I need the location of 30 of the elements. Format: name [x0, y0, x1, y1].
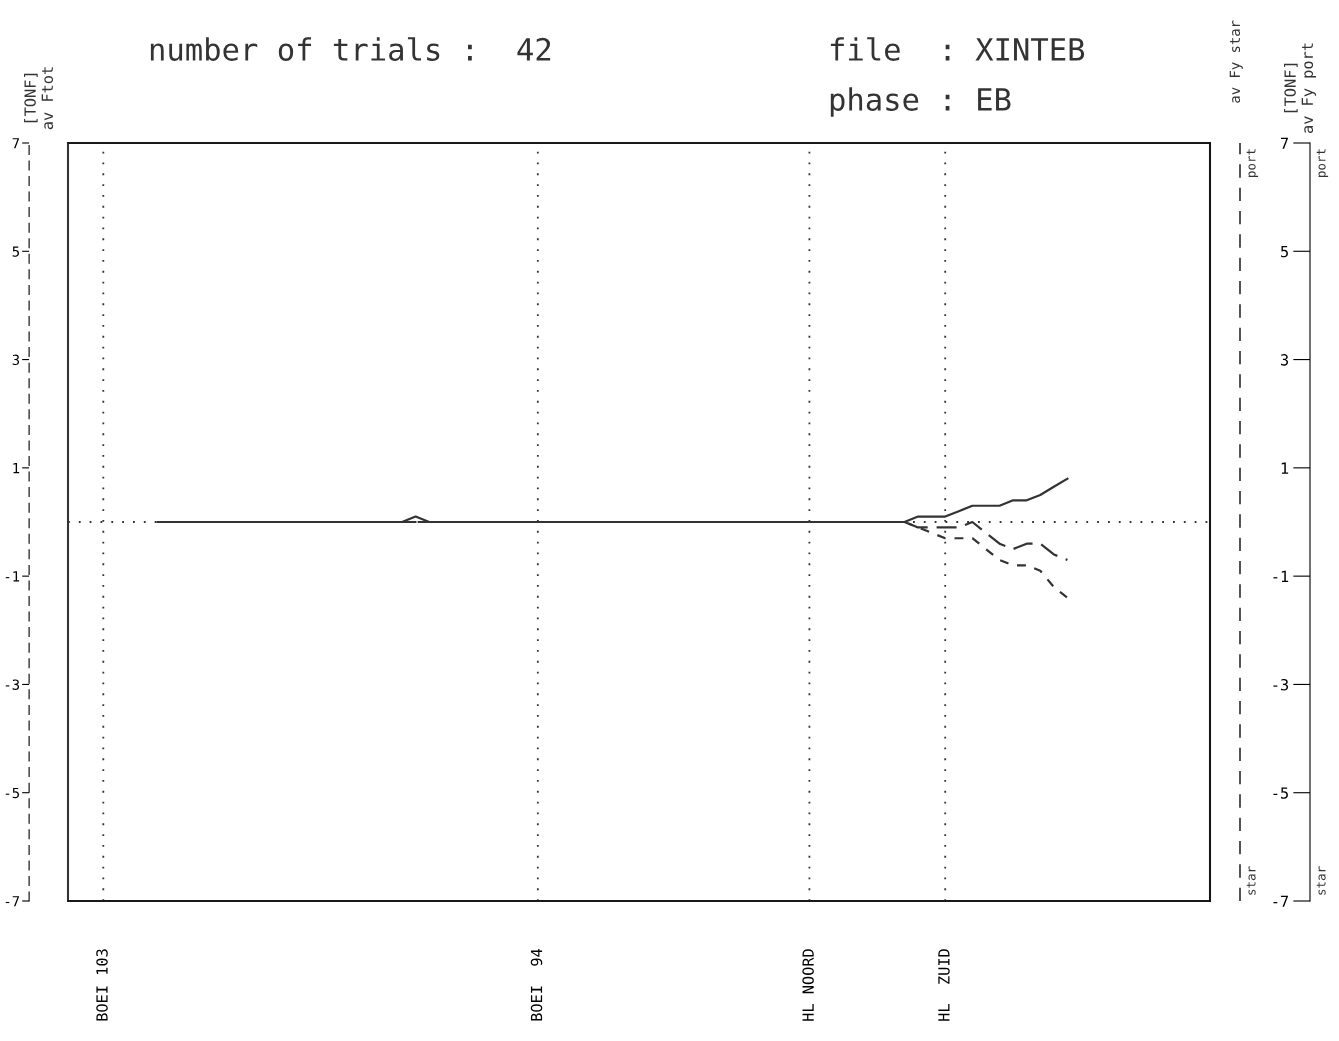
y-tick-label: -3 — [1273, 678, 1289, 691]
x-tick-label: BOEI 103 — [96, 949, 108, 1021]
y2-tick-label: -7 — [5, 896, 20, 907]
text: file : XINTEB — [830, 37, 1085, 61]
y-tick-label: 5 — [1281, 245, 1288, 258]
text: port — [1316, 149, 1329, 177]
y2-tick-label: -1 — [5, 571, 20, 582]
x-tick-label: HL ZUID — [938, 949, 950, 1021]
y2-tick-label: -3 — [5, 679, 20, 690]
x-tick-label: HL NOORD — [802, 949, 814, 1021]
y-tick-label: 1 — [1281, 462, 1289, 474]
y2-tick-label: 7 — [12, 138, 20, 149]
y-tick-label: -5 — [1273, 787, 1288, 799]
chart-title: number of trials : 42 — [150, 37, 551, 61]
text: port — [1246, 149, 1259, 177]
y-tick-label: 7 — [1281, 137, 1289, 149]
y-tick-label: -7 — [1273, 895, 1289, 907]
y-tick-label: 3 — [1280, 354, 1289, 366]
text: star — [1316, 866, 1326, 895]
x-tick-label: BOEI 94 — [530, 948, 543, 1021]
text: av Fy star — [1229, 20, 1243, 103]
text: [TONF] av Fy port — [1284, 43, 1317, 133]
y2-tick-label: 1 — [13, 463, 20, 474]
text: star — [1246, 866, 1256, 895]
y2-tick-label: -5 — [5, 787, 19, 799]
text: phase : EB — [830, 87, 1011, 117]
text: [TONF] av Ftot — [24, 67, 54, 130]
y-tick-label: -1 — [1273, 570, 1289, 582]
y2-tick-label: 3 — [12, 354, 20, 366]
y2-tick-label: 5 — [12, 246, 19, 257]
